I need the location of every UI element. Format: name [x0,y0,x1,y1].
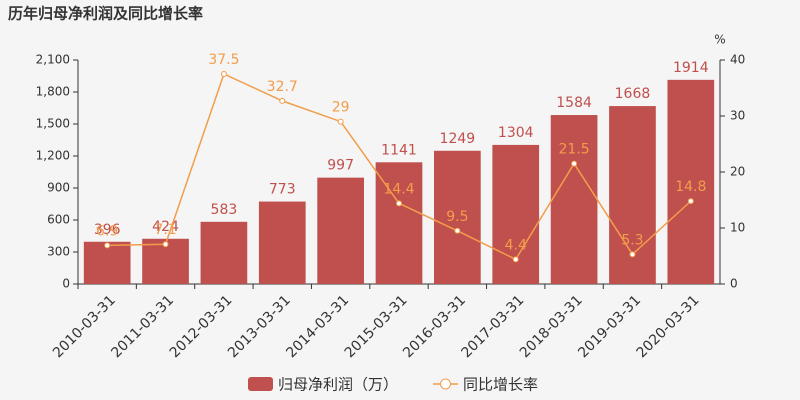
line-point [454,227,461,234]
bar-label: 1304 [498,125,534,141]
line-label: 9.5 [446,209,468,225]
bar [550,115,598,284]
bar-label: 583 [211,202,238,218]
line-label: 6.9 [96,223,118,239]
bar-label: 1141 [381,142,417,158]
line-label: 5.3 [621,232,643,248]
line-point [279,97,286,104]
line-label: 37.5 [208,52,239,68]
bar-label: 997 [327,158,354,174]
line-label: 14.4 [383,181,414,197]
y2-tick-label: 0 [730,277,738,291]
line-label: 14.8 [675,179,706,195]
y-tick-label: 600 [47,213,70,227]
y2-tick-label: 40 [730,53,745,67]
y-tick-label: 300 [47,245,70,259]
line-point [687,198,694,205]
y2-tick-label: 20 [730,165,745,179]
line-point [571,160,578,167]
bar-label: 773 [269,182,296,198]
legend-swatch-point [440,378,451,390]
y-tick-label: 1,500 [36,117,70,131]
line-label: 7.1 [154,222,176,238]
bar [200,221,248,284]
chart-title: 历年归母净利润及同比增长率 [8,5,203,23]
line-point [629,251,636,258]
x-tick-label: 2020-03-31 [634,292,703,361]
y2-tick-label: 30 [730,109,745,123]
line-label: 32.7 [267,79,298,95]
y2-tick-label: 10 [730,221,745,235]
bar-label: 1584 [556,95,592,111]
line-label: 29 [332,100,350,116]
line-point [512,256,519,263]
bar-label: 1914 [673,60,709,76]
bar [492,144,540,284]
y2-axis-label: % [714,33,725,47]
line-point [396,200,402,207]
bar-label: 396 [94,222,121,238]
bar [83,241,131,284]
y-tick-label: 2,100 [36,53,70,67]
line-point [337,118,344,125]
line-point [104,242,111,249]
bar [317,177,364,284]
y-tick-label: 0 [62,277,70,291]
bar [258,201,306,284]
y-tick-label: 900 [47,181,70,195]
line-point [220,71,227,77]
line-label: 4.4 [505,237,527,253]
legend-swatch [248,377,273,391]
y-tick-label: 1,200 [36,149,70,163]
bar-label: 1249 [440,131,476,147]
line-label: 21.5 [559,142,590,158]
line-point [162,241,169,248]
legend-label: 同比增长率 [463,376,538,394]
y-tick-label: 1,800 [36,85,70,99]
bar [667,79,715,284]
bar-label: 1668 [615,86,651,102]
bar [434,150,481,284]
legend-label: 归母净利润（万） [278,376,398,394]
